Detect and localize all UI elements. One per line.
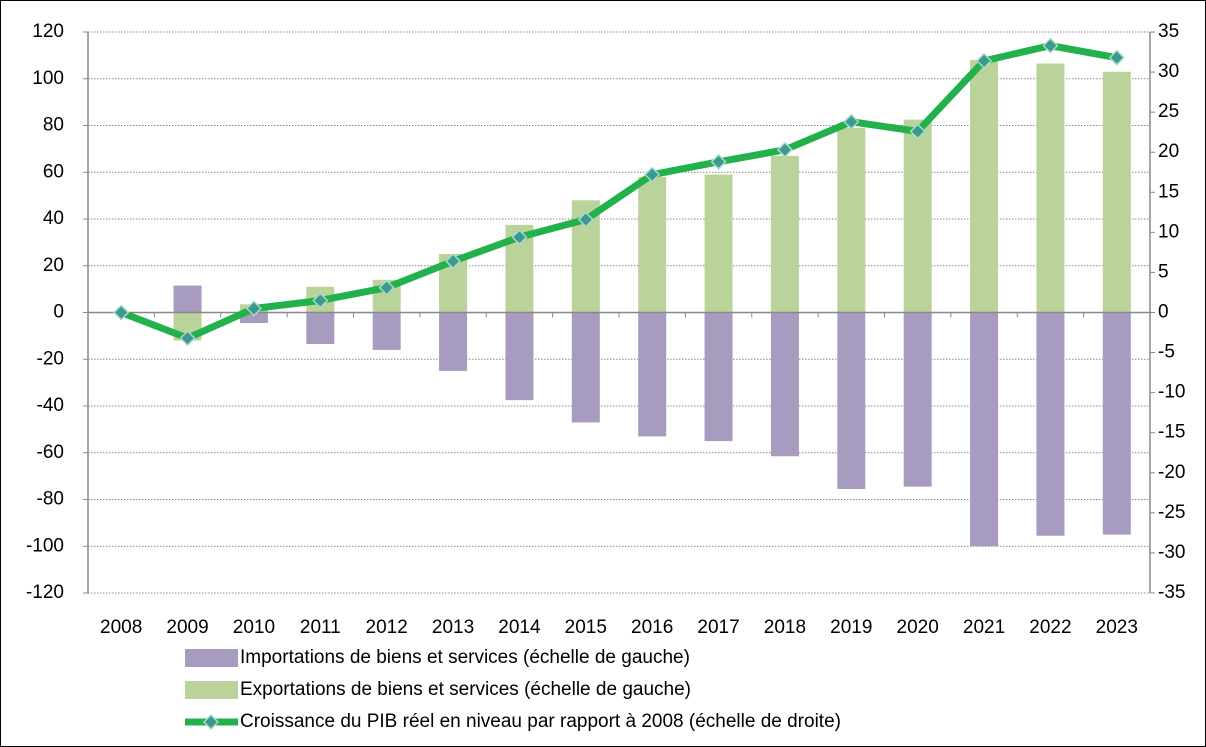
bar (638, 176, 667, 313)
y2-tick-label: -35 (1158, 582, 1185, 603)
marker (1108, 49, 1125, 66)
x-tick-label: 2013 (432, 617, 474, 638)
marker (445, 253, 462, 270)
marker (179, 330, 196, 347)
bar (638, 312, 667, 437)
y2-tick-label: 30 (1158, 61, 1179, 82)
y2-tick-label: 5 (1158, 261, 1169, 282)
bar (770, 312, 799, 457)
marker (378, 279, 395, 296)
bar (1036, 63, 1065, 313)
bar (1036, 312, 1065, 536)
x-tick-label: 2022 (1029, 617, 1071, 638)
x-tick-label: 2018 (764, 617, 806, 638)
x-tick-label: 2011 (300, 617, 341, 638)
marker (710, 153, 727, 170)
x-tick-label: 2021 (963, 617, 1005, 638)
bar (173, 285, 202, 313)
marker (776, 141, 793, 158)
y2-tick-label: 20 (1158, 141, 1179, 162)
y-tick-label: 60 (43, 161, 64, 182)
marker (312, 292, 329, 309)
y2-tick-label: 35 (1158, 21, 1179, 42)
x-tick-label: 2020 (897, 617, 939, 638)
x-tick-label: 2010 (233, 617, 275, 638)
marker (113, 304, 130, 321)
bar (837, 127, 866, 313)
bar (505, 312, 534, 401)
line (119, 42, 1118, 342)
bar (1102, 71, 1131, 313)
y2-tick-label: 15 (1158, 181, 1179, 202)
y-tick-label: -80 (37, 489, 64, 510)
marker (511, 229, 528, 246)
legend-label: Exportations de biens et services (échel… (240, 679, 691, 700)
y2-tick-label: -15 (1158, 422, 1185, 443)
bar (770, 155, 799, 313)
marker (843, 113, 860, 130)
bar (704, 312, 733, 442)
legend-swatch (185, 681, 238, 699)
x-tick-label: 2012 (366, 617, 408, 638)
y-tick-label: -120 (26, 582, 64, 603)
x-tick-label: 2009 (166, 617, 208, 638)
bar (704, 174, 733, 313)
y2-tick-label: -25 (1158, 502, 1185, 523)
y-tick-label: 40 (43, 208, 64, 229)
y-tick-label: 100 (32, 68, 64, 89)
bar (372, 312, 401, 350)
y-tick-label: -60 (37, 442, 64, 463)
x-tick-label: 2023 (1096, 617, 1138, 638)
legend-marker (202, 713, 220, 731)
y2-tick-label: 25 (1158, 101, 1179, 122)
x-tick-label: 2008 (100, 617, 142, 638)
bar (571, 312, 600, 423)
legend-label: Importations de biens et services (échel… (240, 647, 690, 668)
y-tick-label: 0 (53, 302, 64, 323)
x-tick-label: 2015 (565, 617, 607, 638)
y2-tick-label: 0 (1158, 302, 1169, 323)
x-tick-label: 2019 (830, 617, 872, 638)
x-tick-label: 2014 (498, 617, 541, 638)
bar (239, 312, 268, 324)
y-tick-label: -40 (37, 395, 64, 416)
bar (1102, 312, 1131, 535)
legend-label: Croissance du PIB réel en niveau par rap… (240, 711, 841, 732)
bar (306, 312, 335, 345)
bar (903, 312, 932, 487)
y-tick-label: 20 (43, 255, 64, 276)
marker (245, 300, 262, 317)
y2-tick-label: -5 (1158, 342, 1175, 363)
bar (903, 119, 932, 313)
y-tick-label: -20 (37, 348, 64, 369)
marker (577, 211, 594, 228)
x-tick-label: 2017 (697, 617, 739, 638)
y2-tick-label: 10 (1158, 221, 1179, 242)
y2-tick-label: -10 (1158, 382, 1185, 403)
marker (1042, 37, 1059, 54)
marker (909, 123, 926, 140)
bar (439, 312, 468, 371)
y2-tick-label: -20 (1158, 462, 1185, 483)
x-tick-label: 2016 (631, 617, 673, 638)
bar (970, 60, 999, 313)
bar (837, 312, 866, 489)
y-tick-label: 120 (32, 21, 64, 42)
bar (970, 312, 999, 547)
y-tick-label: -100 (26, 535, 64, 556)
marker (976, 52, 993, 69)
marker (644, 166, 661, 183)
y-tick-label: 80 (43, 115, 64, 136)
y2-tick-label: -30 (1158, 542, 1185, 563)
legend-swatch (185, 649, 238, 667)
